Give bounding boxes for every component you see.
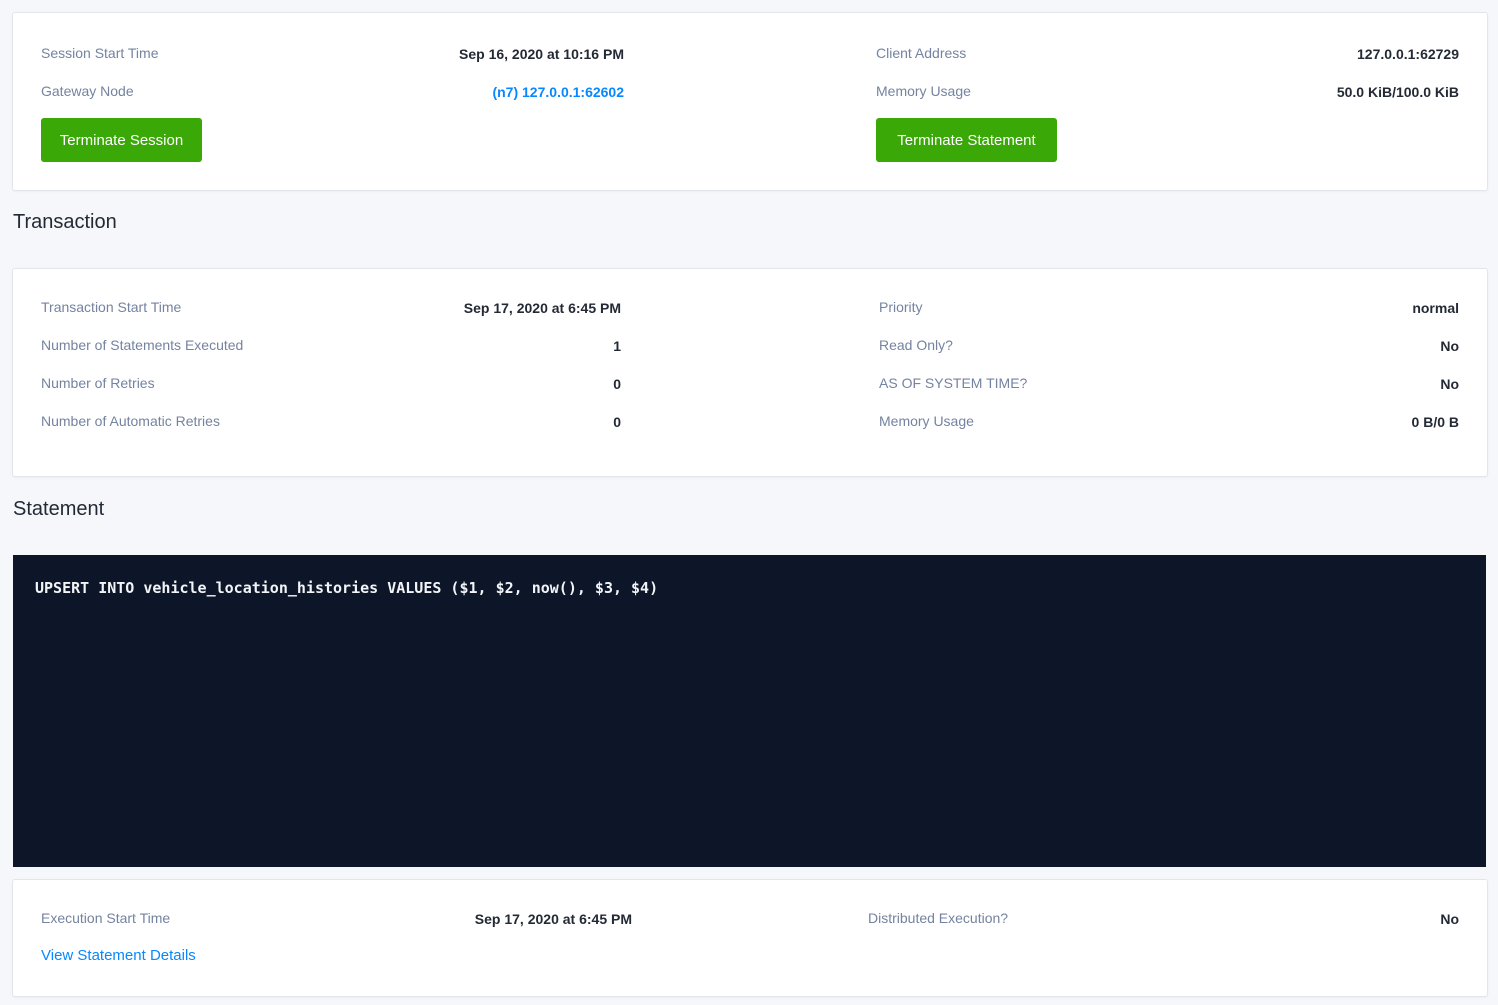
- transaction-field-label: Number of Retries: [41, 375, 155, 391]
- transaction-field-value: 0: [613, 414, 621, 430]
- memory-usage-value: 50.0 KiB/100.0 KiB: [1336, 84, 1459, 100]
- client-address-label: Client Address: [876, 45, 967, 61]
- exec-start-value: Sep 17, 2020 at 6:45 PM: [474, 911, 632, 927]
- distributed-value: No: [1440, 911, 1459, 927]
- transaction-field-label: AS OF SYSTEM TIME?: [879, 375, 1028, 391]
- transaction-field-label: Transaction Start Time: [41, 299, 182, 315]
- terminate-session-button[interactable]: Terminate Session: [41, 118, 202, 162]
- transaction-field-label: Number of Statements Executed: [41, 337, 244, 353]
- transaction-field-value: No: [1440, 376, 1459, 392]
- gateway-label: Gateway Node: [41, 83, 134, 99]
- transaction-field-label: Read Only?: [879, 337, 953, 353]
- execution-card: Execution Start Time Sep 17, 2020 at 6:4…: [12, 879, 1488, 997]
- transaction-field-value: normal: [1412, 300, 1459, 316]
- transaction-field-value: 1: [613, 338, 621, 354]
- client-address-value: 127.0.0.1:62729: [1357, 46, 1459, 62]
- transaction-field-value: No: [1440, 338, 1459, 354]
- session-start-label: Session Start Time: [41, 45, 159, 61]
- gateway-node-link[interactable]: (n7) 127.0.0.1:62602: [492, 84, 624, 100]
- view-statement-details-link[interactable]: View Statement Details: [41, 947, 196, 964]
- exec-start-label: Execution Start Time: [41, 910, 171, 926]
- transaction-card: Transaction Start Time Sep 17, 2020 at 6:…: [12, 268, 1488, 477]
- statement-heading: Statement: [13, 498, 105, 520]
- session-card: Session Start Time Sep 16, 2020 at 10:16…: [12, 12, 1488, 191]
- transaction-field-value: 0: [613, 376, 621, 392]
- transaction-heading: Transaction: [13, 211, 117, 233]
- transaction-field-label: Priority: [879, 299, 923, 315]
- transaction-field-label: Number of Automatic Retries: [41, 413, 220, 429]
- transaction-field-value: 0 B/0 B: [1411, 414, 1459, 430]
- transaction-field-value: Sep 17, 2020 at 6:45 PM: [463, 300, 621, 316]
- terminate-statement-button[interactable]: Terminate Statement: [876, 118, 1057, 162]
- memory-usage-label: Memory Usage: [876, 83, 971, 99]
- distributed-label: Distributed Execution?: [868, 910, 1009, 926]
- session-start-value: Sep 16, 2020 at 10:16 PM: [459, 46, 624, 62]
- transaction-field-label: Memory Usage: [879, 413, 974, 429]
- sql-statement: UPSERT INTO vehicle_location_histories V…: [13, 555, 1486, 867]
